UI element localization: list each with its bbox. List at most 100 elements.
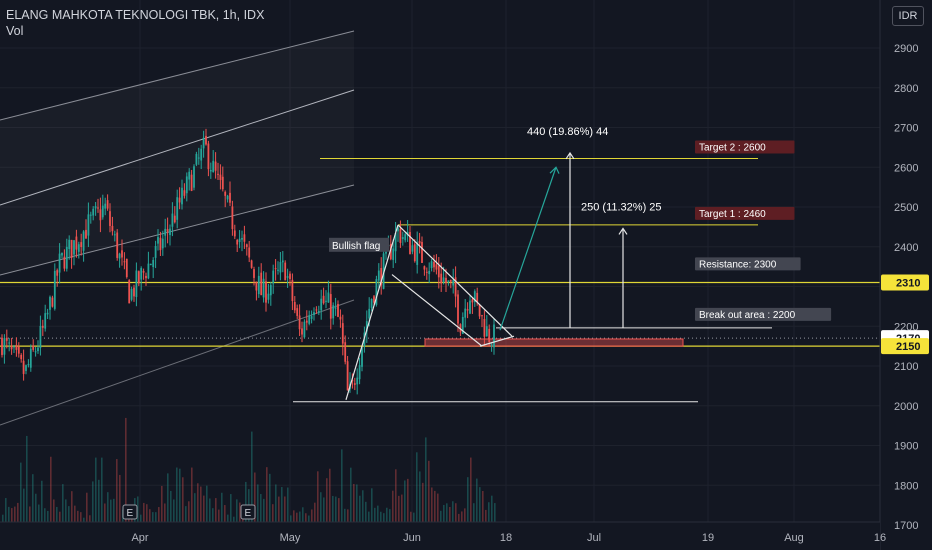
candle-body [207, 143, 210, 170]
time-tick-label: Jun [403, 532, 421, 544]
candle-body [327, 292, 330, 303]
volume-bar [164, 503, 166, 522]
candle-body [152, 259, 155, 268]
candle-body [46, 312, 49, 315]
breakout-label-bg [695, 307, 832, 321]
price-badge-2310-bg [881, 274, 929, 291]
candle-body [315, 309, 318, 311]
candle-body [411, 245, 414, 252]
volume-bar [233, 516, 235, 522]
volume-bar [437, 493, 439, 522]
volume-bar [20, 462, 22, 522]
volume-bar [368, 511, 370, 522]
candle-body [291, 279, 294, 302]
volume-bars [2, 417, 496, 522]
candle-body [303, 321, 306, 338]
chart-header: ELANG MAHKOTA TEKNOLOGI TBK, 1h, IDX Vol [6, 7, 264, 39]
measure-250-label: 250 (11.32%) 25 [581, 201, 662, 213]
volume-bar [140, 514, 142, 522]
volume-bar [491, 495, 493, 522]
candle-body [147, 263, 150, 279]
candles [1, 128, 495, 395]
candle-body [1, 337, 3, 355]
candle-body [106, 200, 109, 209]
candle-body [183, 190, 186, 196]
candle-body [101, 205, 104, 218]
volume-bar [338, 498, 340, 522]
candle-body [37, 347, 39, 352]
demand-zone [424, 338, 684, 347]
candle-body [41, 325, 44, 328]
volume-bar [173, 499, 175, 522]
candle-body [421, 242, 423, 263]
volume-bar [119, 474, 121, 522]
volume-bar [14, 506, 16, 522]
time-tick-label: 19 [702, 532, 714, 544]
candle-body [149, 263, 152, 266]
candle-body [241, 237, 243, 240]
candle-body [190, 174, 193, 191]
volume-bar [386, 507, 388, 522]
volume-bar [461, 511, 463, 522]
candle-body [483, 318, 486, 337]
candle-body [145, 275, 147, 279]
currency-badge[interactable]: IDR [892, 6, 924, 26]
candle-body [447, 280, 450, 283]
candle-body [70, 239, 73, 258]
candle-body [154, 246, 157, 258]
volume-bar [179, 468, 181, 522]
candle-body [409, 232, 411, 255]
candle-body [370, 299, 373, 308]
volume-bar [170, 490, 172, 522]
candle-body [454, 277, 457, 297]
candle-body [221, 176, 224, 190]
price-tick-label: 2000 [894, 401, 918, 413]
volume-bar [419, 471, 421, 522]
volume-bar [446, 503, 448, 522]
volume-bar [395, 469, 397, 522]
candle-body [401, 237, 404, 240]
volume-bar [422, 482, 424, 522]
bullish-flag-label-bg [329, 237, 389, 252]
candle-body [243, 234, 246, 242]
symbol-title: ELANG MAHKOTA TEKNOLOGI TBK, 1h, IDX [6, 8, 265, 22]
resistance-label: Resistance: 2300 [699, 259, 777, 270]
candle-body [382, 253, 385, 289]
candle-body [490, 344, 493, 346]
volume-bar [65, 499, 67, 522]
volume-bar [278, 496, 280, 522]
candle-body [17, 346, 20, 354]
candle-body [85, 229, 87, 239]
volume-bar [323, 497, 325, 522]
volume-bar [116, 459, 118, 522]
volume-bar [161, 485, 163, 522]
volume-bar [23, 488, 25, 522]
volume-bar [95, 457, 97, 522]
candle-body [377, 270, 380, 281]
resistance-label-bg [695, 257, 801, 271]
candle-body [123, 261, 126, 263]
candle-body [274, 268, 277, 270]
candle-body [137, 271, 140, 284]
volume-bar [272, 504, 274, 522]
volume-bar [350, 467, 352, 522]
volume-bar [206, 485, 208, 522]
volume-bar [404, 480, 406, 522]
candle-body [375, 279, 378, 305]
candle-body [325, 300, 327, 302]
horizontal-levels [0, 158, 880, 403]
volume-bar [269, 473, 271, 522]
candle-body [229, 192, 231, 203]
volume-bar [230, 494, 232, 522]
time-axis: Apr May Jun 18 Jul 19 Aug 16 [0, 521, 886, 550]
candle-body [284, 262, 287, 281]
volume-bar [302, 507, 304, 522]
price-tick-label: 1800 [894, 480, 918, 492]
candle-body [250, 260, 253, 268]
candle-body [68, 239, 71, 250]
candle-body [193, 166, 195, 188]
candle-body [75, 236, 78, 250]
volume-bar [98, 479, 100, 522]
candle-body [236, 239, 239, 245]
